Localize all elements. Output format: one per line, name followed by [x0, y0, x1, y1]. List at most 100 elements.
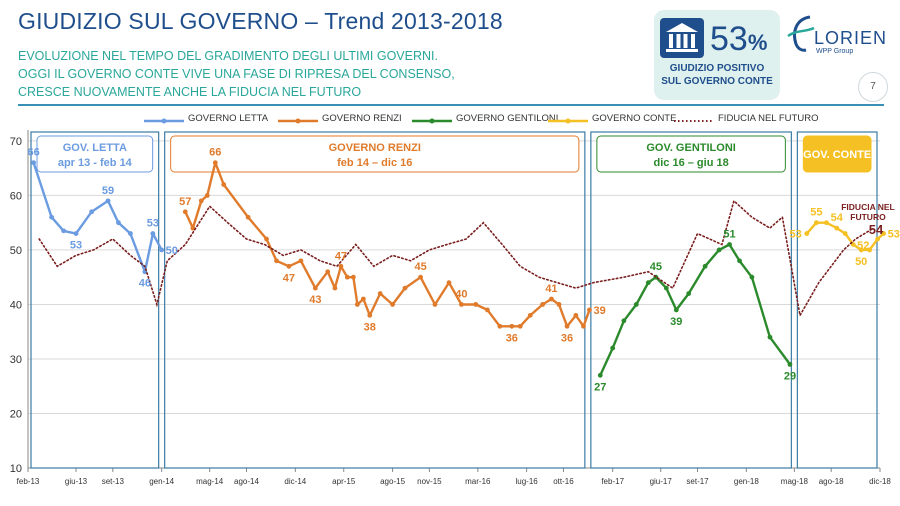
data-point-renzi	[354, 302, 360, 307]
y-tick-label: 40	[10, 299, 22, 311]
data-point-renzi	[204, 193, 210, 198]
data-point-renzi	[245, 214, 251, 220]
data-label-renzi: 47	[335, 250, 347, 262]
x-tick-label: feb-17	[601, 477, 624, 486]
data-point-gentiloni	[787, 362, 793, 367]
data-point-gentiloni	[610, 345, 616, 351]
data-point-renzi	[573, 312, 579, 318]
x-tick-label: gen-18	[734, 477, 759, 486]
data-label-letta: 53	[147, 218, 159, 230]
data-point-renzi	[298, 258, 304, 264]
data-point-renzi	[485, 307, 490, 313]
data-point-renzi	[344, 274, 350, 280]
data-label-letta: 53	[70, 240, 82, 252]
data-point-renzi	[549, 296, 554, 302]
data-label-letta: 50	[166, 245, 178, 257]
data-point-conte	[823, 220, 829, 226]
data-label-renzi: 43	[309, 294, 321, 306]
data-point-renzi	[564, 323, 570, 329]
legend-label: FIDUCIA NEL FUTURO	[718, 113, 819, 124]
data-point-gentiloni	[737, 258, 742, 264]
data-point-conte	[842, 231, 848, 236]
data-point-renzi	[587, 307, 592, 313]
government-title-box	[596, 135, 786, 173]
data-point-renzi	[540, 302, 546, 307]
data-point-renzi	[497, 323, 503, 329]
data-label-gentiloni: 27	[594, 381, 606, 393]
legend-swatch	[412, 118, 452, 124]
data-point-gentiloni	[673, 307, 679, 313]
data-point-renzi	[446, 280, 452, 286]
x-tick-label: mag-18	[781, 477, 809, 486]
data-label-renzi: 36	[561, 332, 573, 344]
government-period: feb 14 – dic 16	[337, 157, 412, 169]
x-tick-label: ago-15	[380, 477, 405, 486]
series-line-conte	[805, 221, 885, 252]
kpi-label-line: SUL GOVERNO CONTE	[661, 76, 773, 87]
data-label-gentiloni: 45	[650, 261, 662, 273]
data-point-renzi	[377, 291, 383, 296]
data-point-renzi	[198, 198, 204, 204]
data-label-renzi: 41	[545, 283, 557, 295]
data-point-gentiloni	[716, 247, 722, 253]
data-label-gentiloni: 51	[723, 228, 735, 240]
series-line-renzi	[184, 161, 591, 328]
x-tick-label: feb-13	[17, 477, 40, 486]
x-tick-label: mar-16	[465, 477, 491, 486]
data-point-renzi	[286, 263, 292, 269]
y-tick-label: 20	[10, 408, 22, 420]
data-point-renzi	[274, 258, 279, 264]
government-period-frame	[590, 131, 792, 469]
data-point-renzi	[473, 302, 479, 307]
data-point-gentiloni	[663, 285, 669, 291]
data-label-conte: 50	[855, 256, 867, 268]
x-tick-label: dic-14	[284, 477, 306, 486]
data-point-renzi	[221, 182, 227, 187]
government-title-box	[170, 135, 580, 173]
data-point-renzi	[581, 323, 586, 329]
data-point-renzi	[418, 274, 423, 280]
trend-chart: 10 20 30 40 50 60 70 feb-13 giu-13 set-13 gen-14 ma…	[10, 130, 900, 486]
government-title: GOV. CONTE	[803, 149, 871, 161]
data-point-renzi	[264, 236, 269, 242]
government-title-box	[802, 135, 872, 173]
data-label-renzi: 45	[414, 261, 426, 273]
x-tick-label: giu-13	[65, 477, 88, 486]
x-tick-label: set-17	[686, 477, 709, 486]
y-tick-label: 10	[10, 463, 22, 475]
chart-subtitle: EVOLUZIONE NEL TEMPO DEL GRADIMENTO DEGL…	[18, 47, 578, 101]
legend-label: GOVERNO RENZI	[322, 113, 402, 124]
data-point-renzi	[432, 302, 438, 307]
data-point-gentiloni	[702, 263, 708, 269]
data-label-renzi: 66	[209, 147, 221, 159]
x-tick-label: ago-18	[819, 477, 844, 486]
kpi-label-line: GIUDIZIO POSITIVO	[669, 63, 765, 74]
legend-swatch	[278, 118, 318, 124]
kpi-card: 53% GIUDIZIO POSITIVO SUL GOVERNO CONTE	[654, 10, 780, 100]
data-point-renzi	[556, 302, 562, 307]
logo-sub: WPP Group	[816, 48, 854, 55]
data-point-letta	[116, 220, 121, 226]
data-label-letta: 59	[102, 185, 114, 197]
data-label-renzi: 39	[593, 305, 605, 317]
kpi-unit: %	[747, 30, 768, 55]
legend-swatch	[144, 118, 184, 124]
data-point-gentiloni	[767, 334, 773, 340]
x-tick-label: ott-16	[553, 477, 574, 486]
data-point-gentiloni	[686, 291, 692, 296]
data-point-renzi	[332, 285, 338, 291]
subtitle-line: CRESCE NUOVAMENTE ANCHE LA FIDUCIA NEL F…	[18, 85, 362, 99]
legend-label: GOVERNO LETTA	[188, 113, 269, 124]
page-number: 7	[858, 72, 888, 102]
data-point-renzi	[527, 312, 533, 318]
series-line-gentiloni	[599, 243, 791, 376]
fiducia-annotation-value: 54	[869, 222, 884, 237]
y-tick-label: 30	[10, 354, 22, 366]
government-period-frame	[30, 131, 160, 469]
data-label-gentiloni: 39	[670, 316, 682, 328]
y-tick-label: 50	[10, 245, 22, 257]
data-point-renzi	[212, 160, 218, 166]
subtitle-line: EVOLUZIONE NEL TEMPO DEL GRADIMENTO DEGL…	[18, 49, 438, 63]
x-tick-label: set-13	[102, 477, 125, 486]
data-point-renzi	[509, 323, 515, 329]
